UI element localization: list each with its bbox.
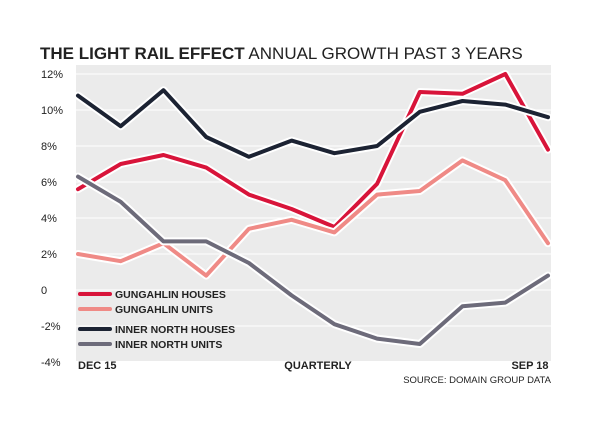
- chart-title-bold: THE LIGHT RAIL EFFECT: [40, 44, 245, 63]
- y-tick-label: 0: [41, 285, 47, 297]
- plot-background: [76, 65, 551, 361]
- x-tick-sep-18: SEP 18: [511, 360, 548, 372]
- legend-label-inner-north-houses: INNER NORTH HOUSES: [115, 324, 235, 336]
- y-axis-ticks: -4% -2% 0 2% 4% 6% 8% 10% 12%: [41, 69, 63, 369]
- x-tick-dec-15: DEC 15: [78, 360, 117, 372]
- x-axis-label-quarterly: QUARTERLY: [284, 360, 352, 372]
- legend-label-inner-north-units: INNER NORTH UNITS: [115, 339, 222, 351]
- series-line-inner-north-units: [76, 174, 550, 346]
- y-tick-label: 10%: [41, 105, 63, 117]
- series-line-gungahlin-houses: [76, 72, 550, 229]
- y-tick-label: 4%: [41, 213, 57, 225]
- y-tick-label: -4%: [41, 357, 61, 369]
- y-tick-label: -2%: [41, 321, 61, 333]
- chart-title-subtitle: ANNUAL GROWTH PAST 3 YEARS: [248, 44, 523, 63]
- source-note: SOURCE: DOMAIN GROUP DATA: [403, 375, 551, 386]
- series-lines: [74, 70, 552, 348]
- legend: GUNGAHLIN HOUSES GUNGAHLIN UNITS INNER N…: [78, 289, 235, 351]
- y-tick-label: 12%: [41, 69, 63, 81]
- y-tick-label: 6%: [41, 177, 57, 189]
- legend-label-gungahlin-units: GUNGAHLIN UNITS: [115, 304, 213, 316]
- series-line-inner-north-houses: [76, 88, 550, 159]
- y-tick-label: 8%: [41, 141, 57, 153]
- chart-title: THE LIGHT RAIL EFFECT ANNUAL GROWTH PAST…: [40, 44, 523, 64]
- legend-label-gungahlin-houses: GUNGAHLIN HOUSES: [115, 289, 226, 301]
- series-line-gungahlin-units: [76, 158, 550, 278]
- y-tick-label: 2%: [41, 249, 57, 261]
